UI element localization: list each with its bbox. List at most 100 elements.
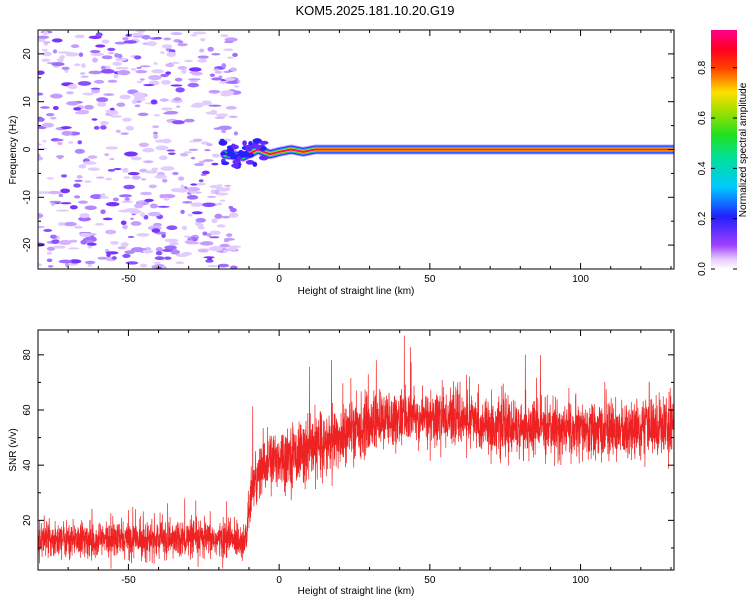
noise-blob (90, 87, 101, 90)
noise-blob (74, 179, 83, 182)
y-tick-label: -20 (22, 237, 33, 252)
noise-blob (211, 153, 221, 158)
noise-blob (140, 191, 153, 196)
noise-blob (177, 43, 188, 47)
noise-blob (161, 233, 166, 238)
noise-blob (163, 197, 170, 201)
noise-blob (168, 152, 176, 155)
noise-blob (118, 194, 133, 198)
noise-blob (82, 92, 95, 96)
noise-blob (114, 41, 127, 45)
noise-blob (38, 143, 43, 146)
noise-blob (153, 261, 161, 264)
spectrogram-ylabel: Frequency (Hz) (8, 116, 19, 185)
noise-blob (216, 224, 226, 228)
colorbar: 0.0 0.2 0.4 0.6 0.8 Normalized spectral ampl… (697, 30, 749, 276)
noise-blob (122, 253, 131, 258)
noise-blob (209, 73, 216, 77)
noise-blob (38, 35, 50, 39)
noise-blob (221, 129, 227, 134)
noise-blob (119, 94, 131, 100)
noise-blob (105, 177, 113, 181)
noise-blob (215, 186, 225, 191)
noise-blob (46, 251, 52, 255)
noise-blob (154, 139, 167, 143)
noise-blob (148, 75, 162, 81)
noise-blob (111, 256, 117, 260)
signal-blob (258, 155, 269, 161)
noise-blob (50, 234, 57, 239)
noise-blob (42, 41, 51, 44)
noise-blob (73, 63, 81, 67)
signal-blob (231, 143, 236, 149)
noise-blob (200, 173, 207, 176)
x-tick-label: 100 (572, 274, 589, 285)
noise-blob (45, 112, 55, 117)
noise-blob (200, 102, 213, 106)
noise-blob (80, 72, 86, 75)
noise-blob (120, 220, 127, 226)
noise-blob (66, 91, 74, 95)
noise-blob (223, 249, 229, 253)
noise-blob (189, 67, 202, 72)
noise-blob (133, 97, 146, 102)
noise-blob (46, 258, 53, 263)
noise-blob (192, 31, 207, 35)
noise-blob (131, 99, 138, 104)
noise-blob (154, 174, 167, 179)
snr-ylabel: SNR (v/v) (8, 428, 19, 471)
noise-blob (131, 67, 137, 71)
x-tick-label: 0 (276, 274, 282, 285)
noise-blob (136, 233, 150, 237)
colorbar-tick-label: 0.4 (697, 161, 708, 175)
noise-blob (190, 202, 204, 207)
signal-blob (242, 140, 247, 146)
noise-blob (205, 111, 217, 115)
noise-blob (166, 51, 177, 57)
noise-blob (42, 30, 49, 36)
noise-blob (86, 242, 97, 246)
signal-blob (245, 159, 255, 165)
noise-blob (153, 131, 158, 135)
noise-blob (152, 125, 160, 129)
noise-blob (110, 241, 119, 245)
noise-blob (177, 66, 188, 70)
noise-blob (153, 134, 159, 139)
colorbar-gradient (711, 30, 737, 269)
noise-blob (104, 153, 109, 157)
snr-frame (37, 329, 675, 571)
noise-blob (143, 83, 155, 87)
y-tick-label: 60 (22, 404, 33, 416)
noise-blob (217, 125, 232, 131)
noise-blob (188, 148, 199, 152)
noise-blob (203, 256, 215, 259)
noise-blob (74, 148, 85, 154)
noise-blob (164, 245, 177, 250)
noise-blob (214, 213, 223, 219)
noise-blob (170, 32, 183, 36)
noise-blob (160, 79, 172, 85)
noise-blob (170, 84, 183, 87)
noise-blob (221, 215, 231, 219)
noise-blob (151, 228, 161, 233)
noise-blob (220, 90, 235, 95)
noise-blob (172, 171, 179, 176)
signal-blob (244, 144, 250, 151)
noise-blob (227, 56, 234, 59)
noise-blob (52, 49, 58, 54)
noise-blob (114, 53, 120, 58)
noise-blob (134, 203, 144, 209)
noise-blob (95, 44, 106, 48)
noise-blob (223, 48, 234, 52)
noise-blob (113, 73, 119, 79)
spectrogram-axes: -50 0 50 100 -20 -10 0 10 20 (22, 29, 674, 285)
noise-blob (130, 156, 142, 161)
noise-blob (123, 176, 131, 179)
noise-blob (184, 118, 195, 123)
noise-blob (146, 41, 157, 47)
noise-blob (166, 149, 176, 152)
noise-blob (225, 186, 231, 191)
noise-blob (108, 110, 119, 116)
noise-blob (58, 259, 72, 264)
noise-blob (154, 256, 165, 261)
